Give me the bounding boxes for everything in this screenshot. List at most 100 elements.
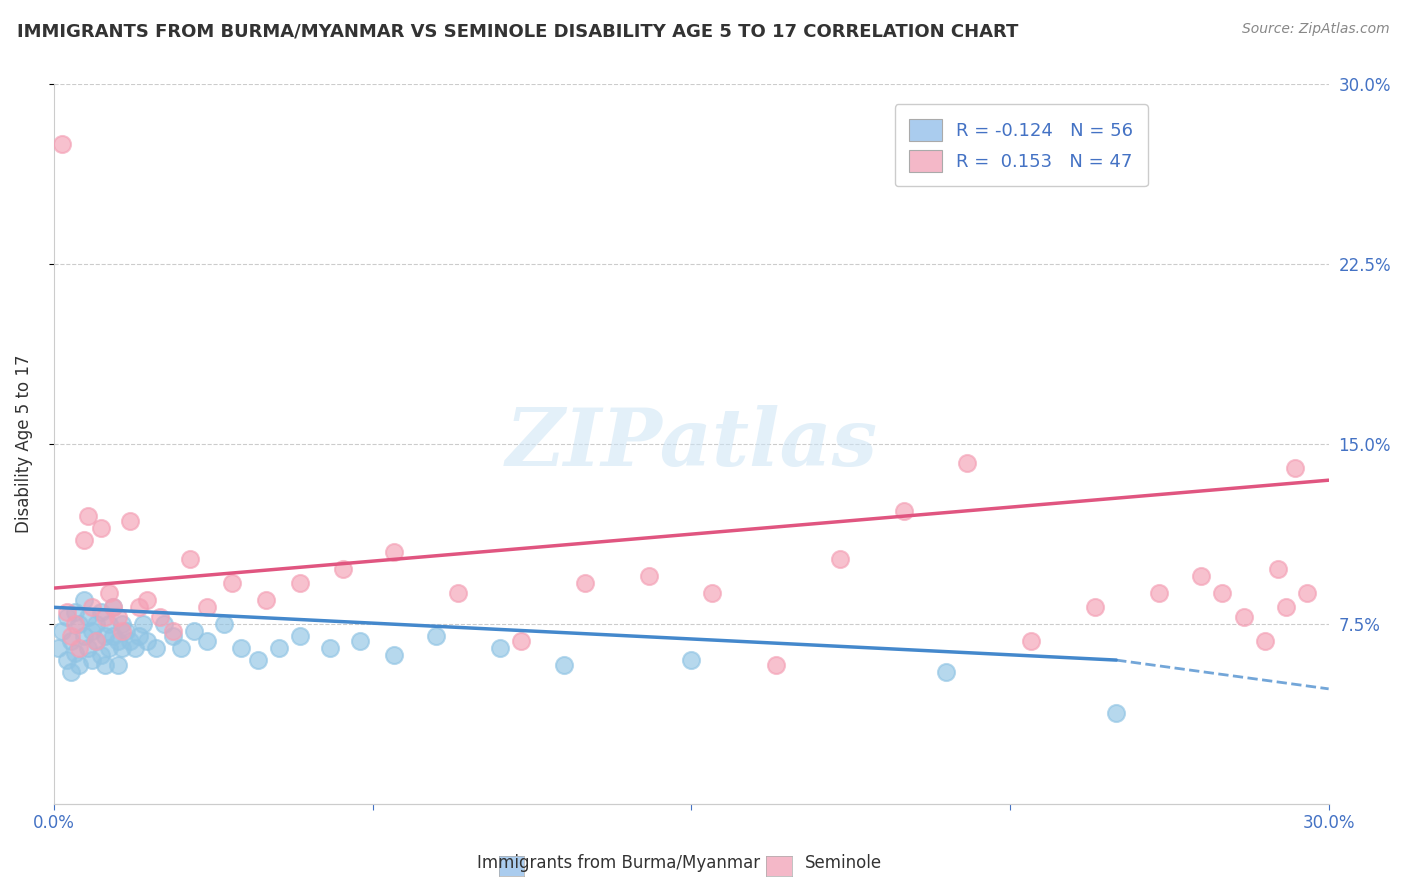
Point: [935, 665, 957, 679]
Point: [828, 552, 851, 566]
Point: [446, 586, 468, 600]
Point: [51, 624, 73, 639]
Point: [55, 653, 77, 667]
Point: [86, 617, 108, 632]
Point: [183, 624, 205, 639]
Point: [90, 605, 112, 619]
Point: [76, 641, 98, 656]
Point: [1084, 600, 1107, 615]
Point: [267, 641, 290, 656]
Point: [221, 576, 243, 591]
Point: [107, 610, 129, 624]
Point: [149, 610, 172, 624]
Text: Source: ZipAtlas.com: Source: ZipAtlas.com: [1241, 22, 1389, 37]
Point: [111, 624, 134, 639]
Point: [90, 648, 112, 663]
Point: [128, 600, 150, 615]
Point: [254, 593, 277, 607]
Point: [195, 633, 218, 648]
Point: [1105, 706, 1128, 720]
Point: [1147, 586, 1170, 600]
Point: [246, 653, 269, 667]
Point: [489, 641, 512, 656]
Point: [63, 617, 86, 632]
Point: [98, 641, 121, 656]
Point: [349, 633, 371, 648]
Point: [80, 600, 103, 615]
Point: [67, 617, 90, 632]
Point: [120, 633, 142, 648]
Point: [111, 641, 134, 656]
Point: [136, 593, 159, 607]
Y-axis label: Disability Age 5 to 17: Disability Age 5 to 17: [15, 355, 32, 533]
Legend: R = -0.124   N = 56, R =  0.153   N = 47: R = -0.124 N = 56, R = 0.153 N = 47: [894, 104, 1147, 186]
Point: [107, 657, 129, 672]
Point: [212, 617, 235, 632]
Point: [94, 629, 117, 643]
Point: [72, 629, 94, 643]
Text: IMMIGRANTS FROM BURMA/MYANMAR VS SEMINOLE DISABILITY AGE 5 TO 17 CORRELATION CHA: IMMIGRANTS FROM BURMA/MYANMAR VS SEMINOL…: [17, 22, 1018, 40]
Point: [382, 648, 405, 663]
Text: Seminole: Seminole: [806, 855, 882, 872]
Point: [510, 633, 533, 648]
Point: [425, 629, 447, 643]
Point: [637, 569, 659, 583]
Point: [80, 653, 103, 667]
Point: [1254, 633, 1277, 648]
Point: [162, 624, 184, 639]
Point: [63, 646, 86, 660]
Point: [132, 617, 155, 632]
Point: [98, 617, 121, 632]
Point: [76, 509, 98, 524]
Point: [107, 633, 129, 648]
Point: [702, 586, 724, 600]
Point: [290, 629, 312, 643]
Point: [153, 617, 176, 632]
Point: [120, 514, 142, 528]
Point: [76, 610, 98, 624]
Point: [86, 633, 108, 648]
Point: [382, 545, 405, 559]
Point: [290, 576, 312, 591]
Point: [86, 633, 108, 648]
Point: [1267, 562, 1289, 576]
Point: [765, 657, 787, 672]
Point: [195, 600, 218, 615]
Point: [46, 641, 69, 656]
Point: [103, 629, 125, 643]
Point: [103, 600, 125, 615]
Point: [63, 605, 86, 619]
Point: [59, 633, 82, 648]
Point: [1284, 461, 1306, 475]
Point: [1211, 586, 1233, 600]
Point: [59, 629, 82, 643]
Point: [55, 605, 77, 619]
Point: [145, 641, 167, 656]
Point: [128, 629, 150, 643]
Point: [681, 653, 703, 667]
Point: [59, 665, 82, 679]
Point: [111, 617, 134, 632]
Point: [67, 657, 90, 672]
Point: [67, 641, 90, 656]
Point: [136, 633, 159, 648]
Point: [115, 624, 138, 639]
Point: [170, 641, 193, 656]
Text: ZIPatlas: ZIPatlas: [505, 406, 877, 483]
Point: [956, 457, 979, 471]
Point: [229, 641, 252, 656]
Point: [124, 641, 146, 656]
Point: [179, 552, 201, 566]
Point: [1275, 600, 1298, 615]
Point: [1189, 569, 1212, 583]
Point: [893, 504, 915, 518]
Point: [162, 629, 184, 643]
Point: [90, 521, 112, 535]
Point: [94, 657, 117, 672]
Point: [332, 562, 354, 576]
Text: Immigrants from Burma/Myanmar: Immigrants from Burma/Myanmar: [477, 855, 761, 872]
Point: [72, 533, 94, 548]
Point: [80, 624, 103, 639]
Point: [574, 576, 596, 591]
Point: [1296, 586, 1319, 600]
